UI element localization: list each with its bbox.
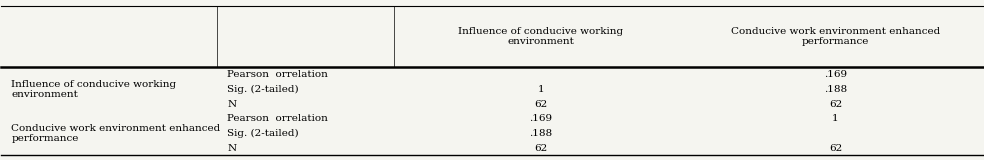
Text: N: N bbox=[227, 100, 236, 109]
Text: .169: .169 bbox=[529, 114, 553, 123]
Text: Sig. (2-tailed): Sig. (2-tailed) bbox=[227, 85, 299, 94]
Text: 62: 62 bbox=[829, 144, 842, 153]
Text: 62: 62 bbox=[534, 100, 548, 109]
Text: Conducive work environment enhanced
performance: Conducive work environment enhanced perf… bbox=[731, 27, 940, 46]
Text: 62: 62 bbox=[534, 144, 548, 153]
Text: Pearson  orrelation: Pearson orrelation bbox=[227, 70, 328, 79]
Text: .188: .188 bbox=[824, 85, 847, 94]
Text: Pearson  orrelation: Pearson orrelation bbox=[227, 114, 328, 123]
Text: 62: 62 bbox=[829, 100, 842, 109]
Text: Sig. (2-tailed): Sig. (2-tailed) bbox=[227, 129, 299, 138]
Text: Influence of conducive working
environment: Influence of conducive working environme… bbox=[11, 80, 176, 99]
Text: .169: .169 bbox=[824, 70, 847, 79]
Text: N: N bbox=[227, 144, 236, 153]
Text: Conducive work environment enhanced
performance: Conducive work environment enhanced perf… bbox=[11, 124, 220, 143]
Text: 1: 1 bbox=[832, 114, 838, 123]
Text: 1: 1 bbox=[537, 85, 544, 94]
Text: Influence of conducive working
environment: Influence of conducive working environme… bbox=[459, 27, 624, 46]
Text: .188: .188 bbox=[529, 129, 553, 138]
